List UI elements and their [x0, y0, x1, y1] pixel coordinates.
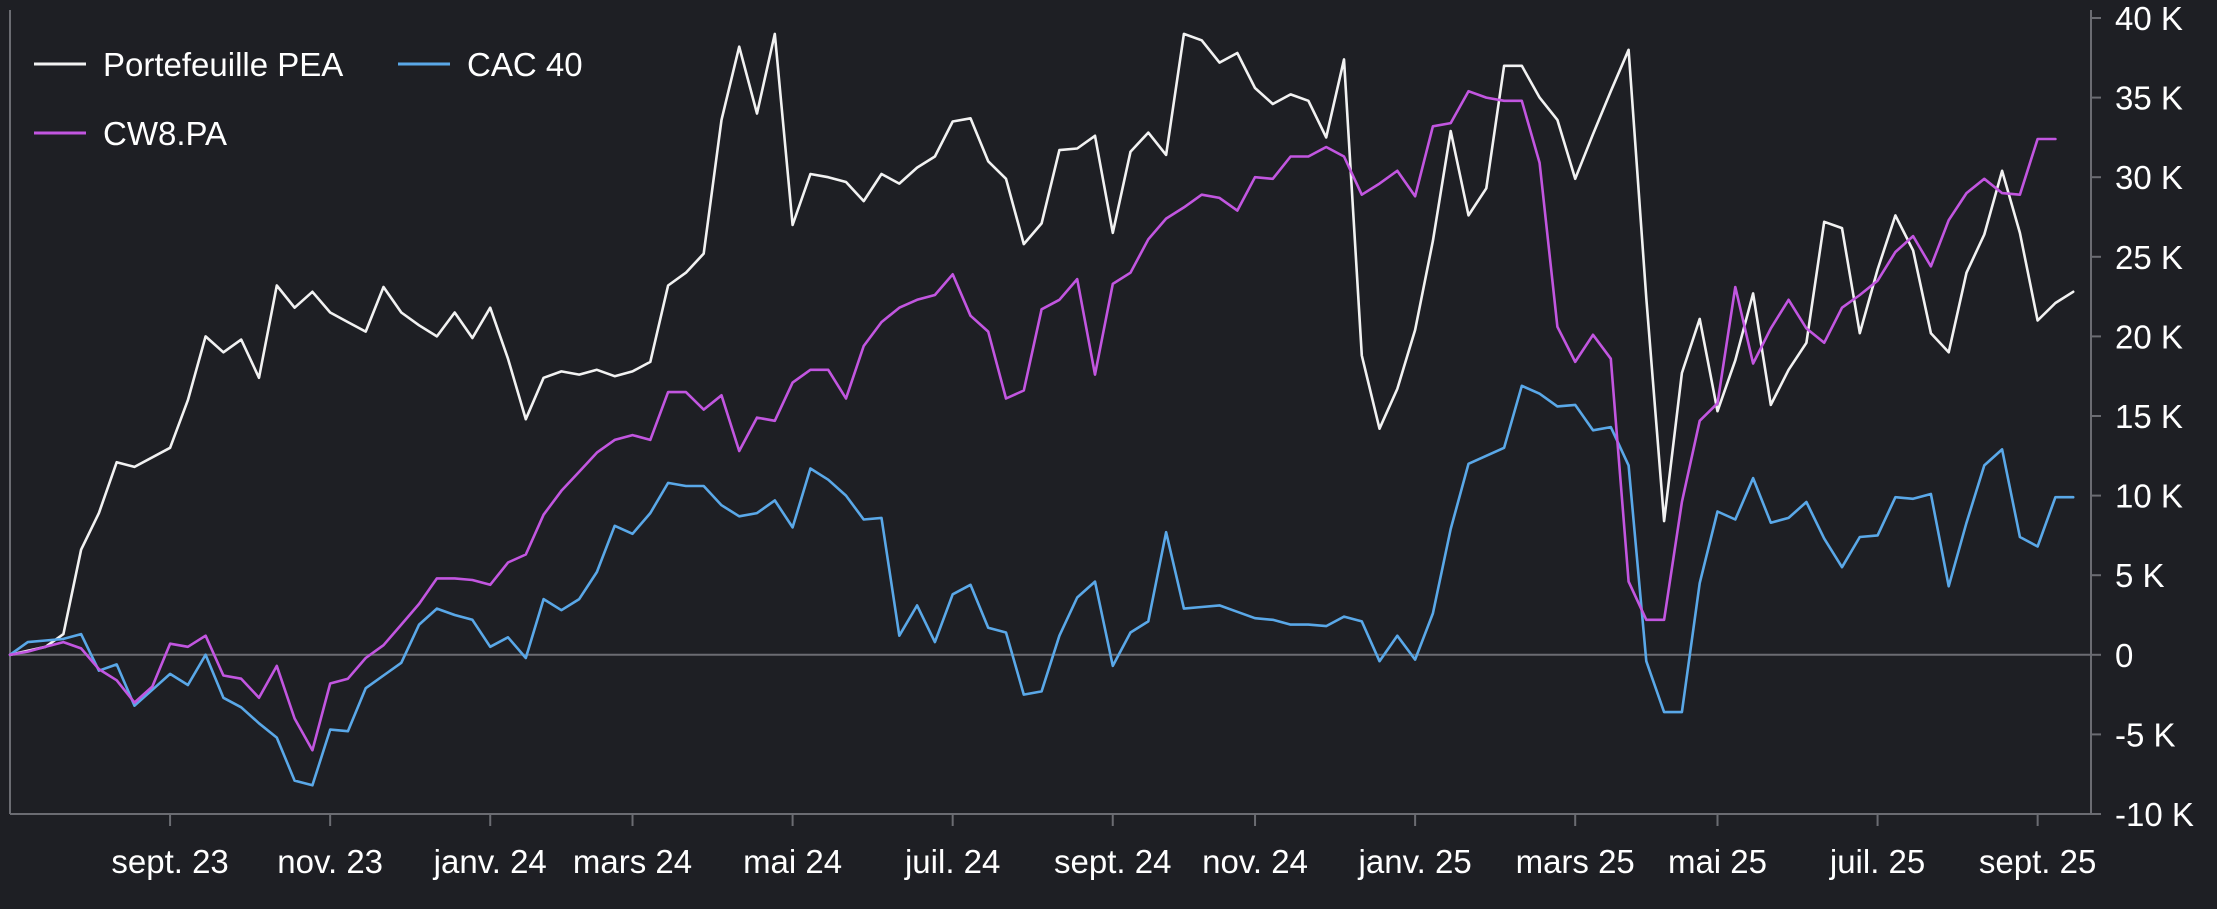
- y-axis-ticks: -10 K -5 K 0 5 K 10 K 15 K 20 K 25 K 30 K 35 K 40 …: [2091, 0, 2194, 833]
- y-tick-label: 30 K: [2115, 159, 2183, 196]
- y-tick-label: 35 K: [2115, 80, 2183, 117]
- y-tick-label: 0: [2115, 637, 2133, 674]
- x-tick-label: juil. 25: [1829, 843, 1925, 880]
- y-tick-label: 15 K: [2115, 398, 2183, 435]
- x-tick-label: nov. 24: [1202, 843, 1308, 880]
- series-layer: [8, 32, 2075, 787]
- x-tick-label: sept. 23: [111, 843, 228, 880]
- x-tick-label: janv. 24: [433, 843, 547, 880]
- x-tick-label: sept. 25: [1979, 843, 2096, 880]
- x-tick-label: sept. 24: [1054, 843, 1171, 880]
- x-tick-label: mars 25: [1516, 843, 1635, 880]
- y-tick-label: -5 K: [2115, 716, 2176, 753]
- y-tick-label: 40 K: [2115, 0, 2183, 37]
- series-line-3: [8, 89, 2057, 752]
- x-axis-ticks: sept. 23 nov. 23 janv. 24 mars 24 mai 24 juil…: [111, 814, 2096, 880]
- x-tick-label: nov. 23: [277, 843, 383, 880]
- y-tick-label: -10 K: [2115, 796, 2194, 833]
- series-line-2: [8, 384, 2075, 787]
- legend-label: CAC 40: [467, 46, 583, 83]
- plot-area: [8, 10, 2092, 815]
- x-tick-label: janv. 25: [1358, 843, 1472, 880]
- x-tick-label: juil. 24: [904, 843, 1000, 880]
- y-tick-label: 25 K: [2115, 239, 2183, 276]
- legend-label: Portefeuille PEA: [103, 46, 343, 83]
- legend: Portefeuille PEA CAC 40 CW8.PA: [34, 46, 583, 152]
- series-line-1: [8, 32, 2075, 657]
- y-tick-label: 10 K: [2115, 478, 2183, 515]
- y-tick-label: 5 K: [2115, 557, 2165, 594]
- legend-label: CW8.PA: [103, 115, 227, 152]
- x-tick-label: mars 24: [573, 843, 692, 880]
- x-tick-label: mai 24: [743, 843, 842, 880]
- x-tick-label: mai 25: [1668, 843, 1767, 880]
- y-tick-label: 20 K: [2115, 318, 2183, 355]
